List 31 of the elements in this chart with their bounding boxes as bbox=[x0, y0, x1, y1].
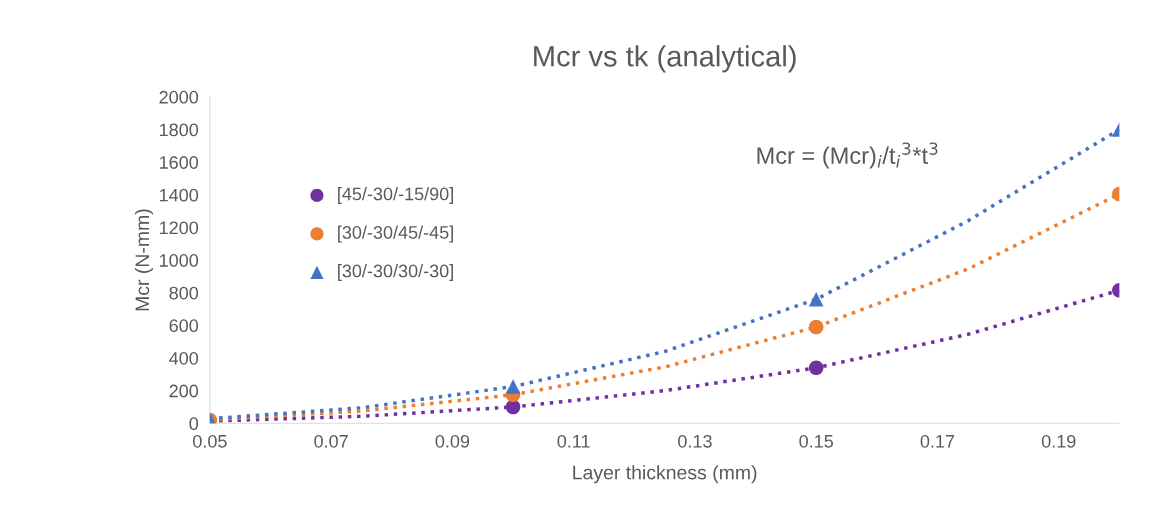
y-tick-label: 1400 bbox=[159, 188, 199, 202]
point bbox=[808, 291, 824, 307]
y-tick-label: 2000 bbox=[159, 90, 199, 104]
x-tick-label: 0.17 bbox=[920, 434, 955, 448]
y-tick-label: 200 bbox=[169, 384, 199, 398]
x-tick-label: 0.13 bbox=[678, 434, 712, 448]
y-tick-label: 600 bbox=[169, 319, 199, 333]
x-tick-label: 0.05 bbox=[193, 434, 227, 448]
y-tick-label: 400 bbox=[169, 351, 199, 365]
x-tick-label: 0.09 bbox=[435, 434, 470, 448]
point bbox=[808, 319, 824, 335]
chart-title: Mcr vs tk (analytical) bbox=[534, 45, 796, 73]
x-tick-label: 0.15 bbox=[799, 434, 834, 448]
legend-label: [30/-30/30/-30] bbox=[338, 264, 453, 281]
x-tick-label: 0.19 bbox=[1041, 434, 1076, 448]
y-tick-label: 0 bbox=[189, 417, 199, 431]
x-axis-title: Layer thickness (mm) bbox=[573, 465, 757, 484]
y-tick-label: 1200 bbox=[159, 221, 199, 235]
y-tick-label: 1000 bbox=[159, 254, 199, 267]
y-tick-label: 800 bbox=[169, 286, 199, 300]
legend-label: [45/-30/-15/90] bbox=[338, 187, 453, 204]
x-tick-label: 0.07 bbox=[314, 434, 348, 448]
y-tick-label: 1600 bbox=[159, 156, 199, 169]
y-tick-label: 1800 bbox=[159, 123, 199, 137]
point bbox=[505, 379, 521, 394]
point bbox=[505, 399, 521, 415]
x-tick-label: 0.11 bbox=[557, 434, 590, 448]
y-axis-title: Mcr (N-mm) bbox=[134, 209, 154, 311]
legend-label: [30/-30/45/-45] bbox=[338, 225, 453, 243]
point bbox=[808, 360, 824, 376]
annotation: Mcr = (Mcr)$_{i}$/t$_{i}$$^{3}$*t$^{3}$ bbox=[757, 142, 938, 169]
